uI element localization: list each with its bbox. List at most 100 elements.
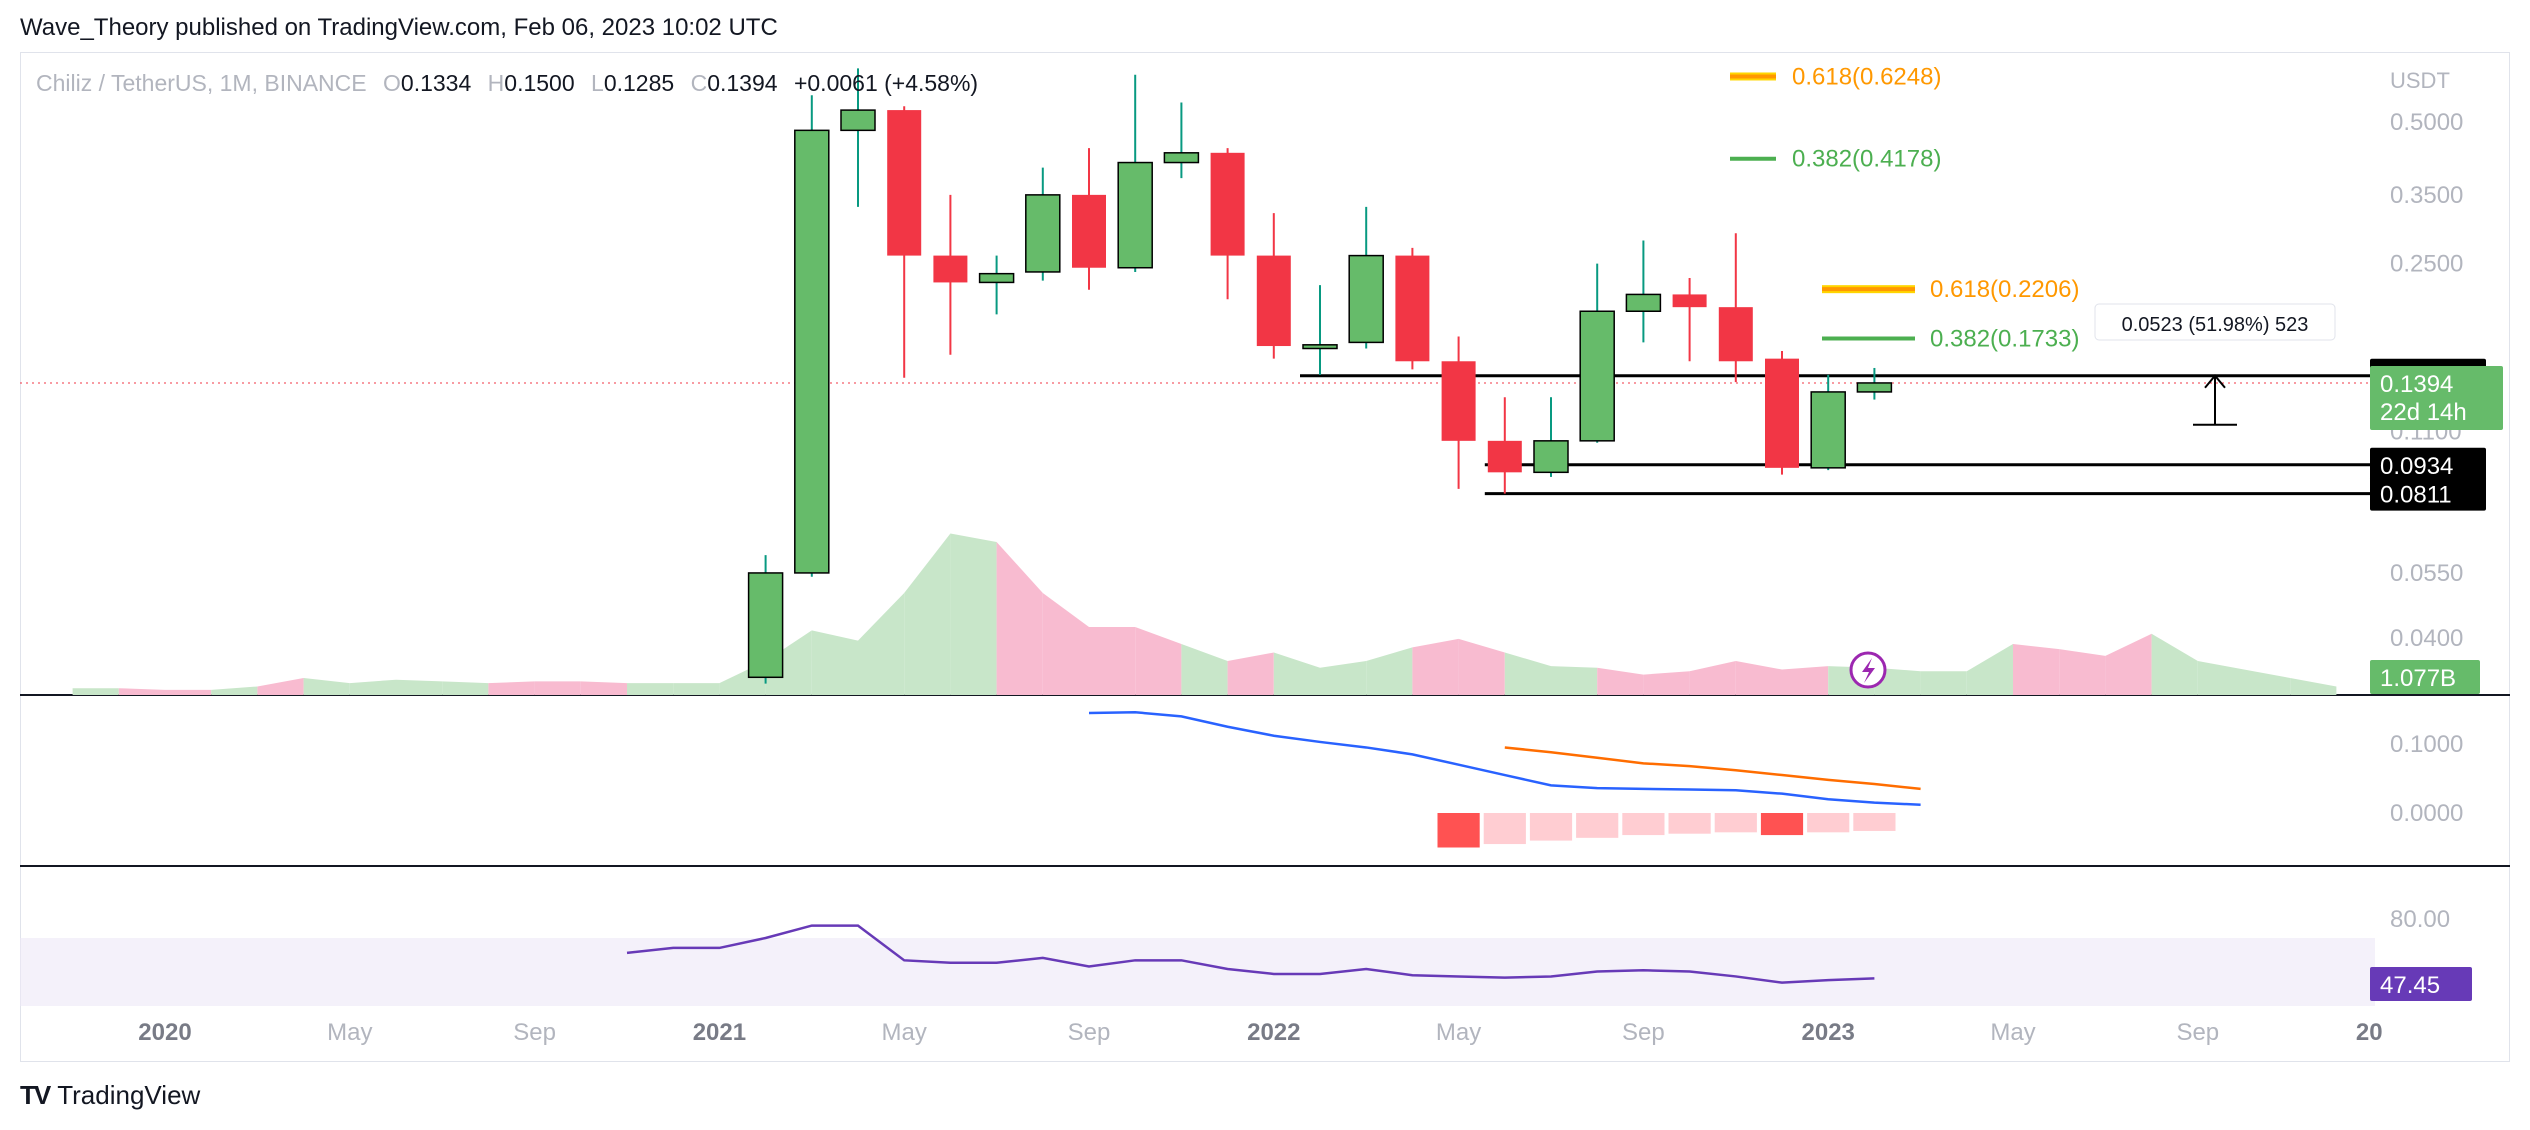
volume-area-segment (2197, 661, 2244, 695)
candle-body (1395, 255, 1430, 362)
candle-body (1441, 361, 1476, 441)
candle-body (1072, 194, 1106, 268)
footer[interactable]: TV TradingView (20, 1080, 200, 1111)
volume-area-segment (1320, 661, 1367, 695)
macd-histogram-bar (1668, 813, 1711, 834)
fib-level-label: 0.382(0.4178) (1792, 146, 1941, 173)
volume-tag-bg (2370, 660, 2480, 694)
low-label: L (591, 70, 604, 96)
volume-area-segment (2290, 678, 2337, 695)
volume-area-segment (765, 630, 812, 695)
volume-area-segment (2105, 633, 2152, 695)
volume-area-segment (211, 686, 258, 695)
y-tick-label: 0.0550 (2390, 560, 2463, 587)
close-value: 0.1394 (707, 70, 778, 96)
x-tick-label: 2021 (693, 1019, 746, 1046)
volume-area-segment (534, 681, 581, 695)
tradingview-logo-icon: TV (20, 1080, 51, 1110)
candle-body (747, 572, 784, 679)
candle-body (1487, 440, 1522, 473)
candle-body (1765, 358, 1799, 468)
volume-area-segment (2244, 669, 2291, 695)
x-tick-label: 2020 (138, 1019, 191, 1046)
support-price-tag: 0.0934 (2380, 453, 2453, 480)
macd-histogram-bar (1483, 813, 1526, 845)
macd-histogram-bar (1807, 813, 1850, 833)
support-price-tag: 0.0811 (2380, 482, 2452, 509)
high-label: H (487, 70, 505, 96)
volume-area-segment (904, 533, 951, 695)
candle-body (1856, 382, 1893, 393)
volume-area-segment (118, 688, 165, 695)
candle-body (1625, 293, 1662, 312)
x-tick-label: Sep (1622, 1019, 1665, 1046)
rsi-band (20, 938, 2375, 1006)
y-tick-label: 0.0400 (2390, 625, 2463, 652)
x-tick-label: May (1990, 1019, 2035, 1046)
candle-body (1210, 152, 1245, 256)
volume-area-segment (1273, 652, 1320, 695)
volume-area-segment (1597, 667, 1644, 695)
macd-tick-label: 0.1000 (2390, 731, 2463, 758)
macd-line (1088, 711, 1921, 806)
volume-area-segment (1135, 627, 1182, 695)
candle-body (887, 110, 922, 256)
publisher-line: Wave_Theory published on TradingView.com… (20, 14, 778, 41)
candle-body (1533, 440, 1569, 474)
chart-frame[interactable] (20, 52, 2510, 1062)
volume-area-segment (1966, 644, 2013, 695)
measure-box (2094, 303, 2336, 341)
open-value: 0.1334 (400, 70, 472, 96)
fib-level-label: 0.382(0.1733) (1930, 325, 2079, 352)
volume-area-segment (165, 689, 212, 695)
volume-area-segment (257, 678, 304, 695)
y-tick-label: 0.2500 (2390, 251, 2463, 278)
low-value: 0.1285 (603, 70, 675, 96)
candle-body (1163, 152, 1200, 164)
candle-body (1718, 307, 1753, 362)
fib-level-label: 0.618(0.2206) (1930, 276, 2079, 303)
macd-histogram-bar (1437, 813, 1480, 848)
x-tick-label: Sep (2176, 1019, 2219, 1046)
candle-body (1672, 294, 1707, 308)
macd-histogram-bar (1853, 813, 1896, 831)
volume-area-segment (1458, 638, 1505, 695)
close-label: C (690, 70, 708, 96)
rsi-tag: 47.45 (2380, 972, 2440, 999)
volume-area-segment (627, 683, 674, 695)
candle-body (840, 109, 876, 132)
high-value: 0.1500 (504, 70, 575, 96)
volume-area-segment (396, 679, 443, 695)
lightning-icon-bolt (1862, 658, 1875, 683)
x-tick-label: May (882, 1019, 927, 1046)
volume-area-segment (1920, 671, 1967, 695)
candle-body (1810, 391, 1846, 469)
volume-area-segment (1181, 644, 1228, 695)
candle-body (1117, 161, 1153, 269)
y-tick-label: 0.3500 (2390, 182, 2463, 209)
currency-label: USDT (2390, 68, 2450, 93)
brand-name: TradingView (57, 1080, 201, 1110)
support-price-tag-bg (2370, 476, 2486, 511)
x-tick-label: 2022 (1247, 1019, 1300, 1046)
current-price-tag: 0.1394 (2380, 371, 2453, 398)
macd-histogram-bar (1576, 813, 1619, 838)
macd-histogram-bar (1622, 813, 1665, 836)
volume-area-segment (1643, 671, 1690, 695)
volume-area-segment (1412, 638, 1459, 695)
current-price-tag-bg (2370, 366, 2503, 430)
volume-area-segment (1504, 652, 1551, 695)
volume-area-segment (858, 593, 905, 695)
volume-area-segment (442, 681, 489, 695)
candle-body (1025, 194, 1061, 273)
volume-area-segment (1874, 667, 1921, 695)
candle-body (1256, 255, 1291, 347)
candle-body (978, 272, 1015, 284)
volume-area-segment (1042, 593, 1089, 695)
symbol-name: Chiliz / TetherUS, 1M, BINANCE (36, 70, 367, 96)
volume-area-segment (2013, 644, 2060, 695)
lightning-icon (1849, 651, 1887, 689)
macd-histogram-bar (1529, 813, 1573, 841)
support-price-tag-bg (2370, 447, 2486, 482)
